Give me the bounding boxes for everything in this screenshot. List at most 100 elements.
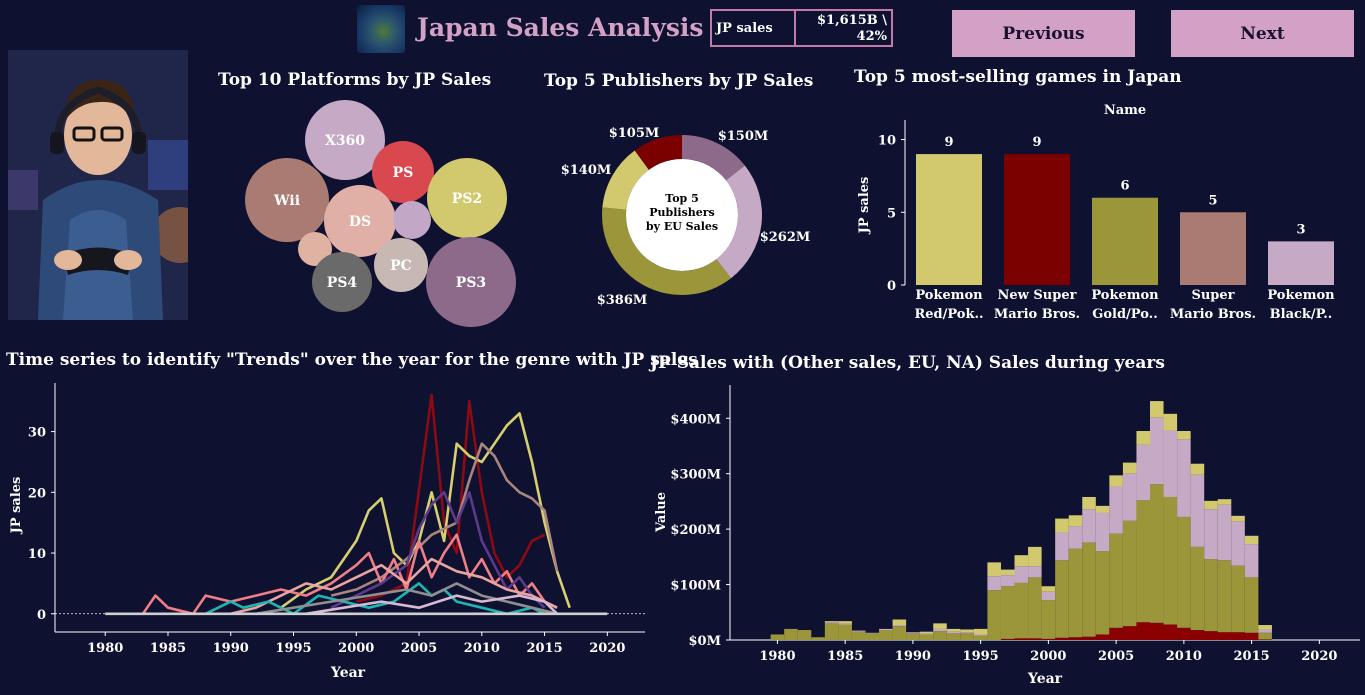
yearly-bar-segment	[1055, 560, 1069, 638]
yearly-bar-segment	[1109, 475, 1123, 487]
yearly-bar-segment	[1000, 569, 1015, 576]
game-bar	[1004, 154, 1070, 285]
yearly-bar-segment	[1000, 638, 1015, 640]
yearly-bar-segment	[987, 576, 1001, 591]
yearly-bar-segment	[770, 634, 785, 640]
games-y-tick-label: 0	[887, 279, 896, 294]
platform-label: Wii	[273, 193, 300, 209]
game-bar-value: 9	[1032, 135, 1041, 150]
platform-bubble	[372, 141, 434, 203]
trend-series-line	[230, 557, 558, 616]
yearly-bar-segment	[1095, 505, 1110, 513]
platforms-bubble-chart: X360 PS Wii DS PS2 PC PS4 PS3	[245, 100, 516, 327]
platform-label: PS4	[327, 275, 358, 291]
yearly-stacked-chart: $0M $100M $200M $300M $400M 1980 1985 1990 1995 2…	[654, 385, 1360, 687]
yearly-bar-segment	[1204, 631, 1218, 640]
previous-button[interactable]: Previous	[952, 10, 1135, 57]
yearly-bar-segment	[1231, 565, 1245, 633]
games-y-tick-label: 10	[878, 134, 896, 149]
yearly-bar-segment	[987, 590, 1001, 640]
yearly-bar-segment	[1244, 535, 1259, 545]
gamer-illustration	[8, 50, 188, 320]
yearly-title: JP Sales with (Other sales, EU, NA) Sale…	[650, 353, 1165, 373]
platform-bubble	[427, 158, 507, 238]
trends-y-tick-label: 20	[28, 486, 46, 501]
yearly-bar-segment	[1204, 559, 1218, 632]
trends-x-tick-label: 1995	[275, 641, 311, 656]
publishers-title: Top 5 Publishers by JP Sales	[544, 71, 814, 91]
yearly-bar-segment	[879, 630, 893, 640]
yearly-bar-segment	[892, 625, 907, 627]
game-category-label: Mario Bros.	[994, 307, 1080, 322]
yearly-bar-segment	[933, 628, 947, 632]
yearly-bar-segment	[1095, 551, 1110, 635]
trend-series-line	[280, 412, 571, 609]
publishers-donut-chart: $150M $262M $386M $140M $105M Top 5Publishers…	[561, 126, 811, 308]
publisher-label: $105M	[609, 126, 660, 141]
yearly-bar-segment	[1028, 577, 1042, 639]
trends-x-tick-label: 2000	[338, 641, 374, 656]
donut-center-text: by EU Sales	[646, 220, 718, 233]
kpi-label: JP sales	[712, 11, 796, 45]
trends-x-tick-label: 2020	[589, 641, 625, 656]
game-bar	[1092, 197, 1158, 285]
yearly-bar-segment	[892, 619, 907, 626]
trends-y-label: JP sales	[9, 477, 24, 535]
yearly-bar-segment	[838, 621, 852, 624]
yearly-bar-segment	[1163, 430, 1178, 497]
yearly-bar-segment	[1082, 509, 1096, 543]
trends-y-tick-label: 30	[28, 426, 46, 441]
publisher-label: $140M	[561, 163, 612, 178]
yearly-bar-segment	[879, 628, 893, 631]
yearly-bar-segment	[1150, 417, 1164, 485]
yearly-bar-segment	[838, 624, 852, 640]
game-category-label: Pokemon	[1267, 288, 1335, 303]
yearly-bar-segment	[973, 634, 988, 636]
yearly-y-label: Value	[654, 492, 669, 533]
trends-title: Time series to identify "Trends" over th…	[6, 350, 698, 370]
next-button[interactable]: Next	[1171, 10, 1354, 57]
yearly-bar-segment	[851, 630, 866, 632]
game-bar	[1180, 212, 1246, 285]
yearly-bar-segment	[946, 633, 961, 640]
trends-y-tick-label: 10	[28, 547, 46, 562]
yearly-bar-segment	[1136, 500, 1150, 623]
yearly-bar-segment	[851, 631, 866, 640]
publisher-slice	[682, 135, 745, 181]
game-category-label: Black/P..	[1270, 307, 1333, 322]
platform-bubble	[324, 185, 396, 257]
yearly-bar-segment	[1028, 546, 1042, 567]
yearly-bar-segment	[960, 632, 974, 634]
trends-x-tick-label: 1985	[150, 641, 186, 656]
yearly-bar-segment	[1190, 630, 1205, 640]
yearly-bar-segment	[1068, 526, 1083, 549]
kpi-value-line1: $1,615B \	[816, 13, 887, 28]
yearly-bar-segment	[1163, 496, 1178, 625]
yearly-bar-segment	[1041, 591, 1056, 601]
trends-x-tick-label: 2010	[464, 641, 500, 656]
yearly-bar-segment	[1258, 625, 1272, 630]
publisher-slice	[602, 150, 649, 210]
yearly-bar-segment	[1014, 638, 1029, 640]
platform-label: DS	[349, 214, 371, 230]
yearly-bar-segment	[1068, 548, 1083, 638]
game-category-label: Super	[1191, 288, 1234, 303]
yearly-bar-segment	[838, 623, 852, 625]
yearly-bar-segment	[784, 628, 798, 640]
game-bar-value: 9	[944, 135, 953, 150]
yearly-bar-segment	[919, 634, 934, 640]
trend-series-line	[205, 582, 546, 616]
yearly-bar-segment	[1068, 637, 1083, 640]
games-bar-chart: Name 0 5 10 JP sales 9 Pokemon Red/Pok.. 9 New Su…	[857, 103, 1335, 322]
yearly-x-label: Year	[1027, 671, 1063, 687]
publisher-slice	[602, 207, 732, 295]
platform-bubble	[312, 252, 372, 312]
yearly-bar-segment	[933, 631, 947, 640]
trend-series-line	[255, 582, 558, 616]
yearly-bar-segment	[1177, 439, 1191, 517]
yearly-bar-segment	[1082, 496, 1096, 510]
donut-center	[626, 159, 738, 271]
yearly-bar-segment	[1231, 632, 1245, 640]
yearly-x-tick-label: 1980	[759, 649, 795, 664]
yearly-bar-segment	[1068, 515, 1083, 527]
